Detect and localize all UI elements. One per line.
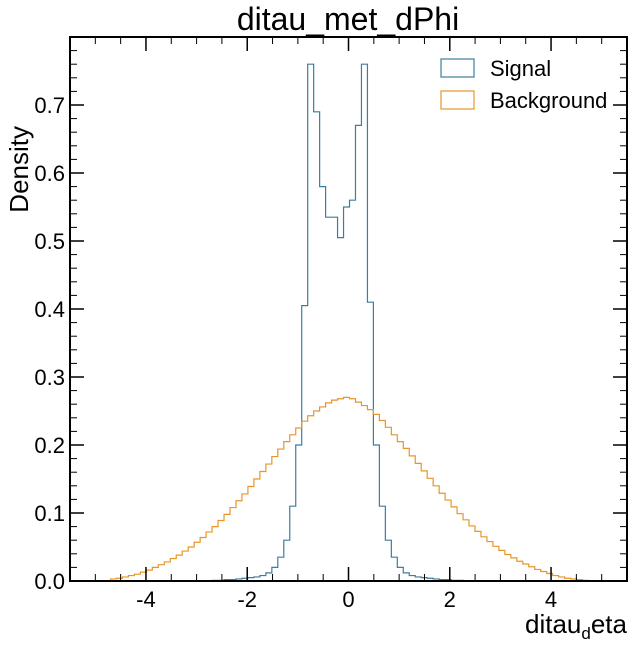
series-background-line — [109, 396, 590, 581]
x-axis-label: ditaudeta — [525, 609, 628, 643]
x-tick-label: -2 — [237, 587, 257, 612]
y-tick-label: 0.3 — [34, 365, 65, 390]
plot-series — [109, 63, 590, 582]
x-tick-label: 0 — [342, 587, 354, 612]
y-tick-label: 0.7 — [34, 93, 65, 118]
legend-label-signal: Signal — [490, 56, 551, 81]
y-tick-label: 0.4 — [34, 297, 65, 322]
legend: Signal Background — [440, 56, 607, 113]
x-tick-label: -4 — [136, 587, 156, 612]
x-axis-label-tail: eta — [591, 609, 628, 639]
y-tick-label: 0.1 — [34, 501, 65, 526]
x-tick-label: 2 — [444, 587, 456, 612]
y-tick-label: 0.5 — [34, 229, 65, 254]
x-axis-label-subscript: d — [581, 624, 590, 643]
legend-label-background: Background — [490, 88, 607, 113]
axes: -4 -2 0 2 4 0.0 0.1 0.2 0.3 0.4 0.5 0.6 0.7 — [34, 36, 628, 612]
y-axis-label: Density — [4, 126, 34, 213]
y-tick-label: 0.2 — [34, 433, 65, 458]
plot-frame — [69, 36, 628, 582]
x-tick-label: 4 — [545, 587, 557, 612]
legend-swatch-background — [440, 90, 475, 110]
y-tick-label: 0.0 — [34, 569, 65, 594]
y-tick-label: 0.6 — [34, 161, 65, 186]
chart-title: ditau_met_dPhi — [237, 1, 459, 37]
x-axis-label-main: ditau — [525, 609, 581, 639]
legend-swatch-signal — [440, 58, 475, 78]
series-signal-line — [110, 63, 589, 582]
